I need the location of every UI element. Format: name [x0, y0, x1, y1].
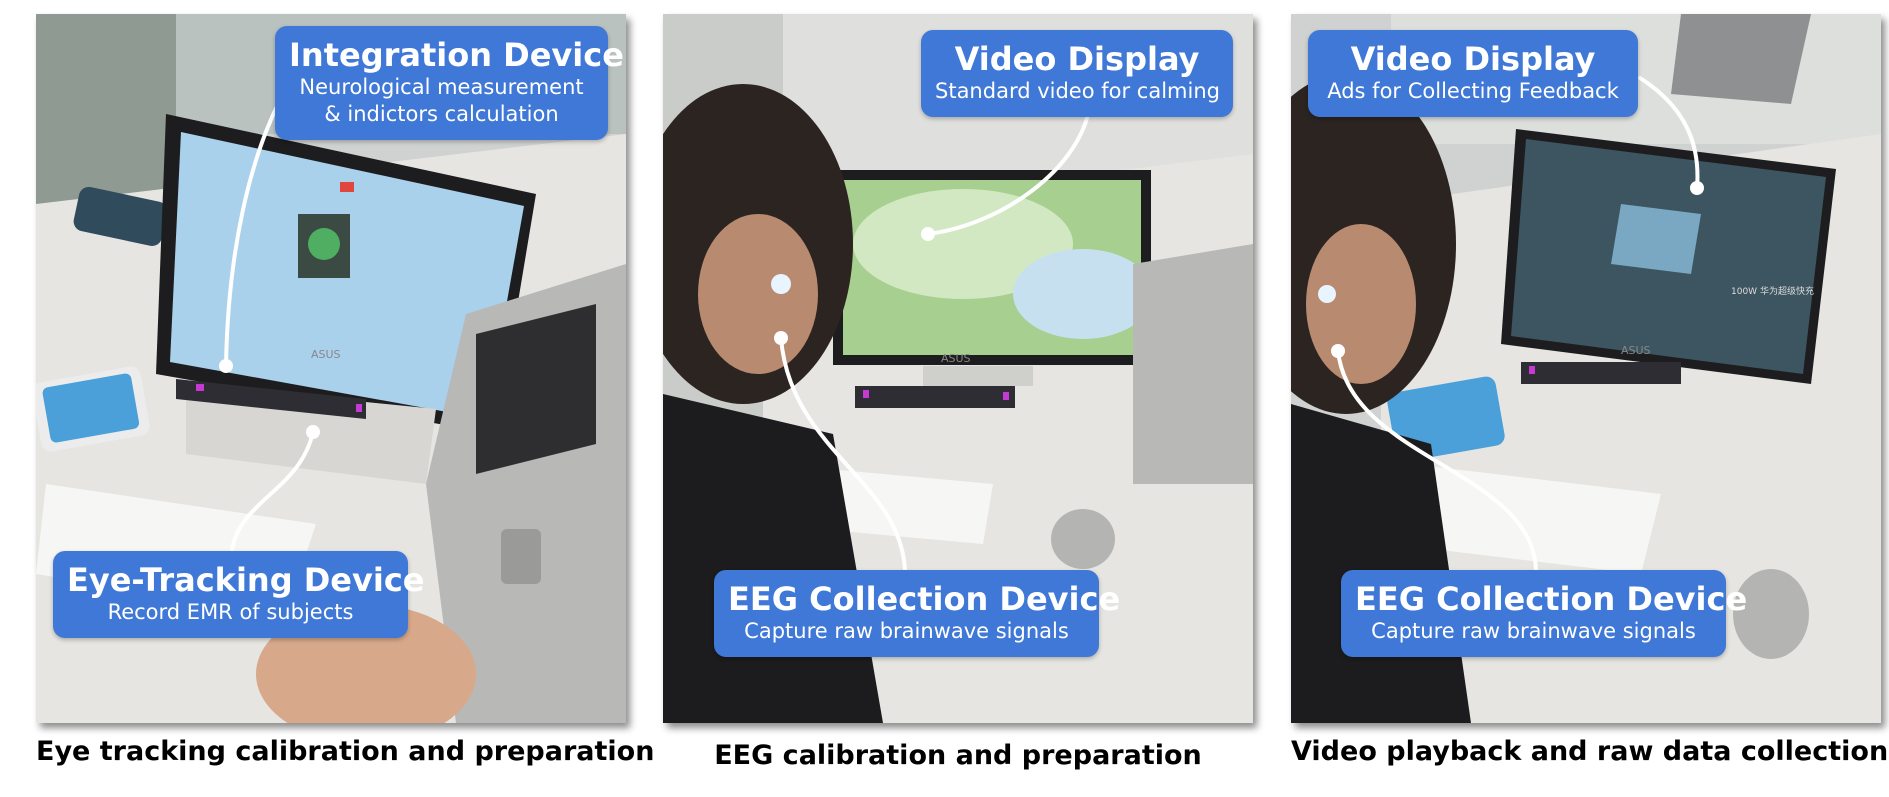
callout-title: Video Display	[1350, 40, 1596, 78]
monitor-brand: ASUS	[311, 348, 341, 361]
callout-subtitle: Capture raw brainwave signals	[1371, 619, 1696, 643]
callout-eye-tracking-device: Eye-Tracking Device Record EMR of subjec…	[53, 551, 425, 638]
callout-title: EEG Collection Device	[728, 580, 1121, 618]
callout-eeg-collection-device-2: EEG Collection Device Capture raw brainw…	[1341, 570, 1748, 657]
callout-subtitle: Record EMR of subjects	[107, 600, 354, 624]
callout-integration-device: Integration Device Neurological measurem…	[275, 26, 624, 140]
callout-subtitle-2: & indictors calculation	[324, 102, 559, 126]
callout-title: Video Display	[954, 40, 1200, 78]
callout-subtitle: Neurological measurement	[299, 75, 584, 99]
caption-video-playback: Video playback and raw data collection	[1291, 736, 1889, 767]
caption-eye-tracking: Eye tracking calibration and preparation	[36, 736, 655, 767]
callout-title: Eye-Tracking Device	[67, 561, 425, 599]
callout-video-display-calming: Video Display Standard video for calming	[921, 30, 1233, 117]
callout-subtitle: Capture raw brainwave signals	[744, 619, 1069, 643]
svg-text:ASUS: ASUS	[941, 352, 971, 365]
svg-text:ASUS: ASUS	[1621, 344, 1651, 357]
screen-ad-text: 100W 华为超级快充	[1731, 285, 1814, 297]
callout-title: Integration Device	[289, 36, 624, 74]
callout-video-display-ads: Video Display Ads for Collecting Feedbac…	[1308, 30, 1638, 117]
callout-title: EEG Collection Device	[1355, 580, 1748, 618]
callout-subtitle: Standard video for calming	[935, 79, 1220, 103]
callout-subtitle: Ads for Collecting Feedback	[1327, 79, 1619, 103]
callout-eeg-collection-device-1: EEG Collection Device Capture raw brainw…	[714, 570, 1121, 657]
caption-eeg-calibration: EEG calibration and preparation	[714, 740, 1202, 771]
